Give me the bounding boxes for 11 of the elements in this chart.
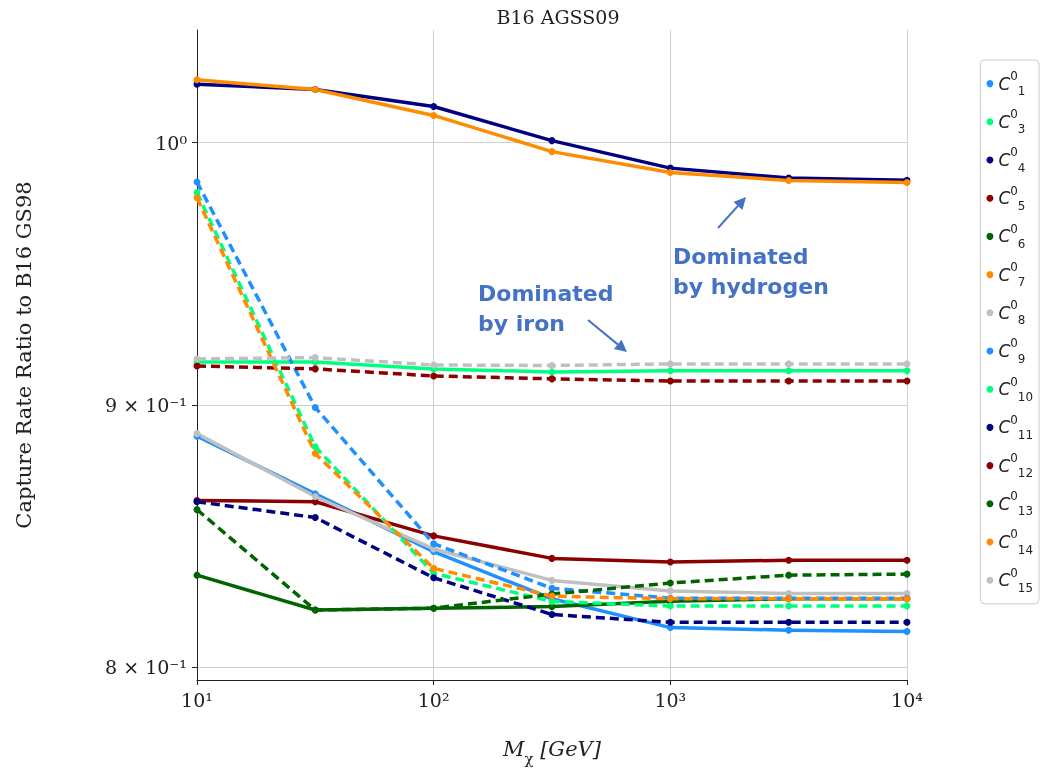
x-tick-label: 10³ [654,688,687,711]
x-tick-label: 10⁴ [891,688,924,711]
x-tick-label: 10¹ [181,688,213,711]
annotation: Dominated by hydrogen [673,243,829,299]
y-tick-label: 10⁰ [155,131,188,154]
y-tick-label: 9 × 10⁻¹ [105,393,187,416]
x-tick-label: 10² [417,688,450,711]
y-tick-label: 8 × 10⁻¹ [105,655,187,678]
y-axis-title: Capture Rate Ratio to B16 GS98 [11,181,36,529]
annotation: Dominated by iron [478,280,622,336]
chart-title: B16 AGSS09 [496,5,620,28]
